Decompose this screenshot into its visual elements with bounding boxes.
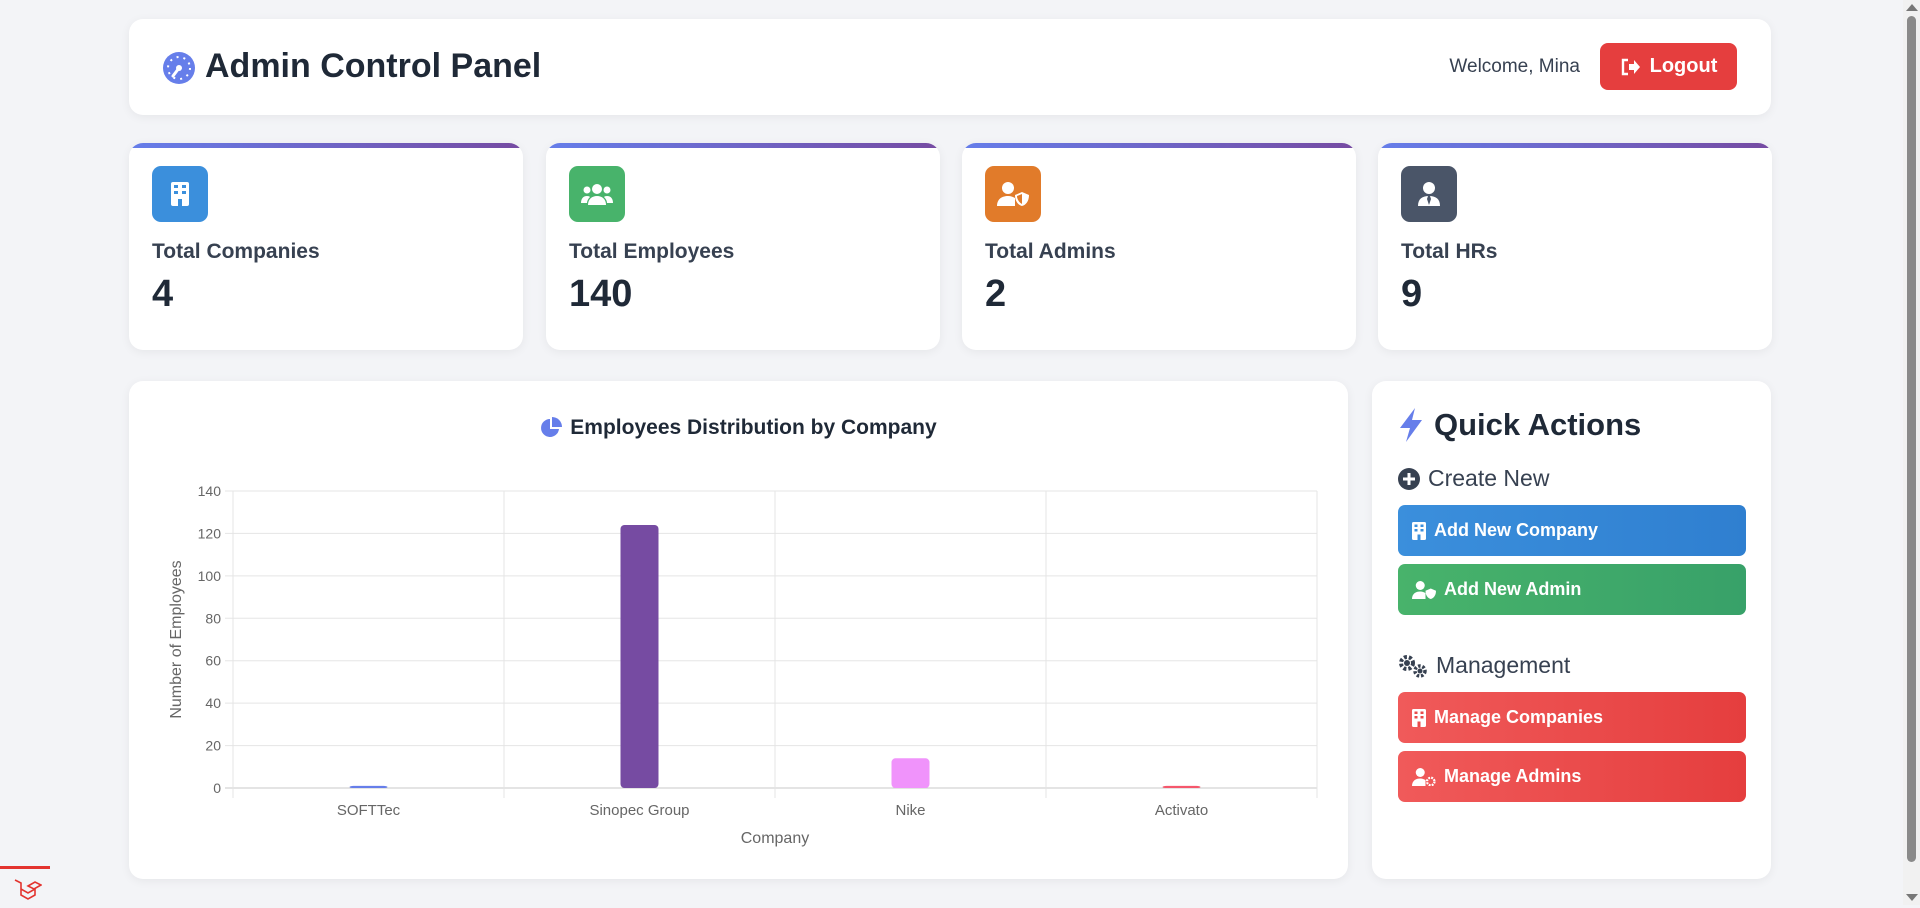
stat-value: 9 bbox=[1401, 273, 1423, 315]
bolt-icon bbox=[1400, 408, 1422, 442]
bar bbox=[891, 758, 930, 788]
add-company-label: Add New Company bbox=[1434, 520, 1599, 540]
y-axis-label: Number of Employees bbox=[168, 560, 185, 718]
building-icon bbox=[1412, 521, 1426, 540]
sign-out-icon bbox=[1621, 58, 1640, 75]
stat-card-companies: Total Companies 4 bbox=[129, 143, 523, 350]
logout-button[interactable]: Logout bbox=[1600, 43, 1737, 90]
quick-actions-title: Quick Actions bbox=[1398, 407, 1641, 443]
scroll-up-arrow-icon[interactable] bbox=[1906, 4, 1918, 11]
x-tick-label: Sinopec Group bbox=[589, 802, 689, 819]
laravel-logo-icon bbox=[14, 879, 42, 900]
y-tick-label: 20 bbox=[205, 738, 221, 754]
y-tick-label: 80 bbox=[205, 610, 221, 626]
manage-admins-button[interactable]: Manage Admins bbox=[1398, 751, 1746, 802]
card-accent-bar bbox=[962, 143, 1356, 148]
bar-chart: 0 20 40 60 80 100 120 140 SOFTTec Sinopec Group Ni… bbox=[168, 483, 1318, 847]
page-title: Admin Control Panel bbox=[205, 47, 542, 85]
chart-title-text: Employees Distribution by Company bbox=[570, 416, 937, 439]
tachometer-icon bbox=[163, 52, 195, 84]
create-new-text: Create New bbox=[1428, 465, 1550, 491]
welcome-text: Welcome, Mina bbox=[1449, 56, 1580, 77]
scrollbar-thumb[interactable] bbox=[1907, 16, 1916, 862]
management-heading: Management bbox=[1398, 652, 1570, 679]
y-tick-label: 40 bbox=[205, 695, 221, 711]
stat-value: 4 bbox=[152, 273, 174, 315]
card-accent-bar bbox=[1378, 143, 1772, 148]
stat-label: Total Admins bbox=[985, 240, 1116, 263]
stat-value: 140 bbox=[569, 273, 633, 315]
chart-panel: Employees Distribution by Company 0 20 40 6… bbox=[129, 381, 1348, 879]
stat-card-admins: Total Admins 2 bbox=[962, 143, 1356, 350]
chart-pie-icon bbox=[541, 417, 563, 437]
bar bbox=[1162, 785, 1201, 788]
y-tick-label: 0 bbox=[213, 780, 221, 796]
card-accent-bar bbox=[129, 143, 523, 148]
header: Admin Control Panel Welcome, Mina Logout bbox=[129, 19, 1771, 115]
management-text: Management bbox=[1436, 652, 1571, 678]
stat-value: 2 bbox=[985, 273, 1007, 315]
user-shield-icon bbox=[1412, 580, 1436, 599]
x-axis-label: Company bbox=[741, 830, 809, 847]
card-accent-bar bbox=[546, 143, 940, 148]
x-tick-label: Nike bbox=[895, 802, 925, 819]
stat-label: Total HRs bbox=[1401, 240, 1498, 263]
add-admin-button[interactable]: Add New Admin bbox=[1398, 564, 1746, 615]
create-new-heading: Create New bbox=[1398, 465, 1549, 492]
user-tie-icon bbox=[1401, 166, 1457, 222]
x-tick-label: SOFTTec bbox=[337, 802, 401, 819]
y-tick-label: 140 bbox=[198, 483, 222, 499]
user-shield-icon bbox=[985, 166, 1041, 222]
y-tick-label: 60 bbox=[205, 653, 221, 669]
stat-card-hrs: Total HRs 9 bbox=[1378, 143, 1772, 350]
user-cog-icon bbox=[1412, 767, 1436, 786]
stat-label: Total Employees bbox=[569, 240, 735, 263]
manage-companies-button[interactable]: Manage Companies bbox=[1398, 692, 1746, 743]
stats-row: Total Companies 4 Total Employees 140 To… bbox=[129, 143, 1772, 350]
bar bbox=[349, 785, 388, 788]
debugbar-toggle[interactable] bbox=[0, 866, 50, 908]
stat-card-employees: Total Employees 140 bbox=[546, 143, 940, 350]
manage-admins-label: Manage Admins bbox=[1444, 766, 1582, 786]
scroll-down-arrow-icon[interactable] bbox=[1906, 894, 1918, 901]
cogs-icon bbox=[1399, 654, 1427, 678]
bar bbox=[620, 524, 659, 788]
add-company-button[interactable]: Add New Company bbox=[1398, 505, 1746, 556]
users-icon bbox=[569, 166, 625, 222]
plus-circle-icon bbox=[1398, 467, 1420, 490]
y-tick-label: 100 bbox=[198, 568, 222, 584]
quick-actions-panel: Quick Actions Create New Add New Company… bbox=[1372, 381, 1771, 879]
x-tick-label: Activato bbox=[1155, 802, 1208, 819]
stat-label: Total Companies bbox=[152, 240, 320, 263]
quick-actions-title-text: Quick Actions bbox=[1434, 407, 1642, 442]
vertical-scrollbar[interactable] bbox=[1903, 0, 1920, 905]
y-tick-label: 120 bbox=[198, 525, 222, 541]
logout-label: Logout bbox=[1649, 55, 1718, 77]
building-icon bbox=[152, 166, 208, 222]
add-admin-label: Add New Admin bbox=[1444, 579, 1582, 599]
chart-title: Employees Distribution by Company bbox=[129, 416, 1348, 440]
manage-companies-label: Manage Companies bbox=[1434, 707, 1604, 727]
building-icon bbox=[1412, 708, 1426, 727]
